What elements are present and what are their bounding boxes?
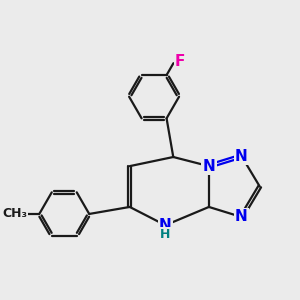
Text: CH₃: CH₃ xyxy=(2,208,27,220)
Text: H: H xyxy=(160,228,170,241)
Text: N: N xyxy=(159,218,172,233)
Text: N: N xyxy=(235,209,248,224)
Text: N: N xyxy=(235,148,248,164)
Text: F: F xyxy=(175,54,185,69)
Text: N: N xyxy=(202,159,215,174)
